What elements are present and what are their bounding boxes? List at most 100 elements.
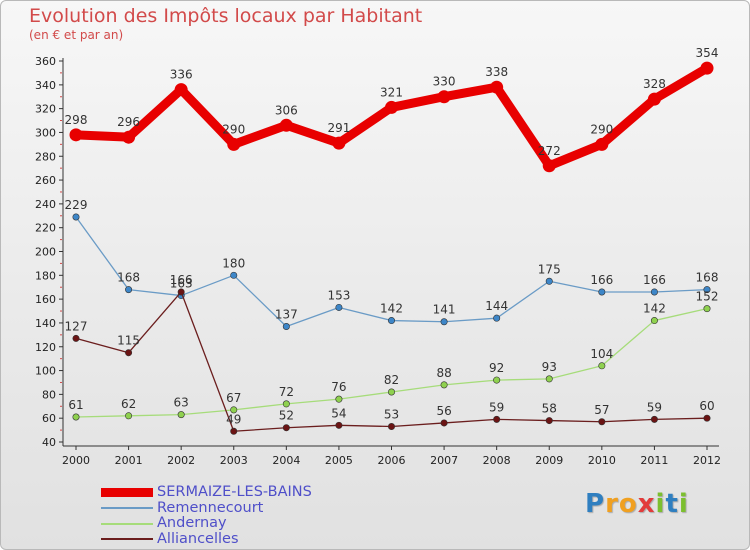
data-point — [493, 376, 501, 384]
data-label: 56 — [436, 404, 451, 418]
data-point — [335, 395, 343, 403]
data-label: 175 — [538, 262, 561, 276]
data-label: 166 — [170, 273, 193, 287]
data-label: 142 — [643, 302, 666, 316]
proxiti-logo: Proxiti — [585, 489, 689, 519]
data-label: 53 — [384, 408, 399, 422]
data-label: 59 — [489, 400, 504, 414]
y-tick-label: 140 — [35, 317, 56, 330]
data-point — [703, 305, 711, 313]
data-label: 76 — [331, 380, 346, 394]
x-tick-label: 2004 — [272, 454, 300, 467]
data-label: 180 — [222, 256, 245, 270]
data-label: 328 — [643, 77, 666, 91]
x-tick-label: 2011 — [640, 454, 668, 467]
y-tick-label: 100 — [35, 365, 56, 378]
data-label: 321 — [380, 85, 403, 99]
logo-letter: i — [655, 489, 666, 519]
legend-swatch — [101, 488, 153, 498]
legend-item: Remennecourt — [101, 500, 312, 517]
data-point — [332, 136, 346, 150]
x-tick-label: 2007 — [430, 454, 458, 467]
data-label: 72 — [279, 385, 294, 399]
data-point — [437, 90, 451, 104]
data-point — [122, 130, 136, 144]
x-tick-label: 2001 — [115, 454, 143, 467]
data-point — [125, 286, 133, 294]
data-label: 57 — [594, 403, 609, 417]
x-tick-label: 2005 — [325, 454, 353, 467]
legend-swatch — [101, 507, 153, 510]
data-label: 59 — [647, 400, 662, 414]
y-tick-label: 180 — [35, 269, 56, 282]
data-point — [440, 381, 448, 389]
y-tick-label: 80 — [42, 388, 56, 401]
data-point — [72, 334, 80, 342]
data-point — [490, 80, 504, 94]
x-tick-label: 2000 — [62, 454, 90, 467]
data-label: 88 — [436, 366, 451, 380]
data-point — [650, 415, 658, 423]
data-label: 60 — [699, 399, 714, 413]
data-point — [440, 318, 448, 326]
data-point — [542, 159, 556, 173]
data-label: 153 — [327, 288, 350, 302]
data-label: 82 — [384, 373, 399, 387]
data-point — [700, 61, 714, 75]
legend-item: Alliancelles — [101, 530, 312, 548]
y-tick-label: 60 — [42, 412, 56, 425]
legend-label: Alliancelles — [157, 530, 239, 547]
data-label: 291 — [327, 121, 350, 135]
legend-label: Andernay — [157, 515, 227, 532]
data-label: 290 — [590, 122, 613, 136]
data-point — [282, 424, 290, 432]
chart-title: Evolution des Impôts locaux par Habitant — [29, 5, 423, 27]
y-tick-label: 360 — [35, 55, 56, 68]
logo-letter: t — [665, 489, 679, 519]
data-point — [282, 400, 290, 408]
y-tick-label: 340 — [35, 79, 56, 92]
data-label: 93 — [542, 360, 557, 374]
data-point — [650, 288, 658, 296]
data-point — [125, 412, 133, 420]
data-label: 330 — [433, 75, 456, 89]
logo-letter: x — [637, 489, 656, 519]
data-point — [647, 92, 661, 106]
data-label: 115 — [117, 334, 140, 348]
x-tick-label: 2012 — [693, 454, 721, 467]
legend-swatch — [101, 538, 153, 541]
data-point — [545, 417, 553, 425]
data-label: 63 — [174, 396, 189, 410]
data-point — [177, 288, 185, 296]
data-point — [598, 362, 606, 370]
data-label: 67 — [226, 391, 241, 405]
logo-letter: i — [678, 489, 689, 519]
logo-letter: o — [618, 489, 638, 519]
data-point — [493, 415, 501, 423]
data-label: 354 — [696, 46, 719, 60]
data-label: 62 — [121, 397, 136, 411]
data-label: 272 — [538, 144, 561, 158]
data-point — [650, 317, 658, 325]
data-point — [69, 128, 83, 142]
data-label: 163 — [170, 277, 193, 291]
data-label: 141 — [433, 303, 456, 317]
data-point — [440, 419, 448, 427]
y-tick-label: 300 — [35, 126, 56, 139]
data-label: 290 — [222, 122, 245, 136]
data-label: 168 — [696, 271, 719, 285]
data-point — [493, 314, 501, 322]
x-tick-label: 2008 — [483, 454, 511, 467]
data-point — [335, 303, 343, 311]
data-label: 229 — [65, 198, 88, 212]
data-point — [279, 118, 293, 132]
data-label: 298 — [65, 113, 88, 127]
data-label: 142 — [380, 302, 403, 316]
data-label: 49 — [226, 412, 241, 426]
data-label: 58 — [542, 402, 557, 416]
data-label: 306 — [275, 103, 298, 117]
data-label: 168 — [117, 271, 140, 285]
y-tick-label: 40 — [42, 436, 56, 449]
data-label: 61 — [68, 398, 83, 412]
